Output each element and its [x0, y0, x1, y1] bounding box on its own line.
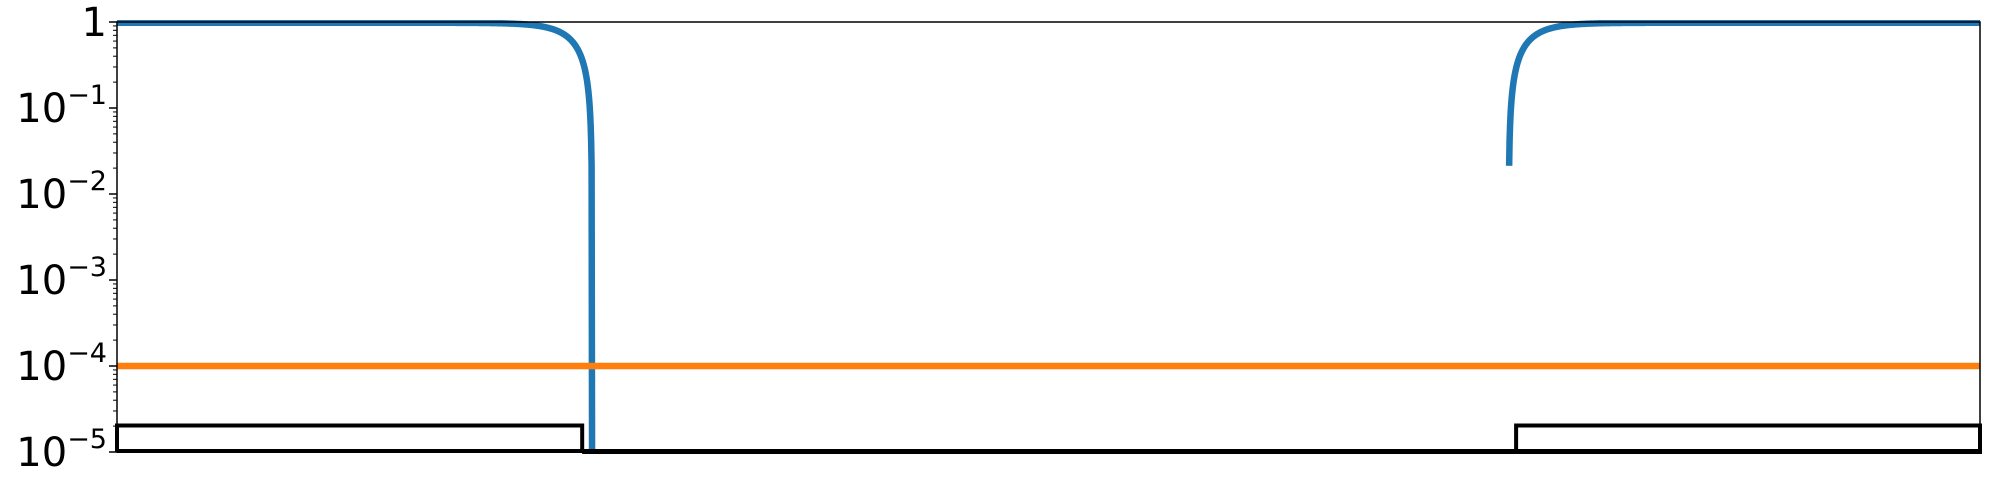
plot-frame [116, 21, 1981, 453]
y-tick-label: 10−2 [16, 166, 107, 218]
y-tick-label: 10−1 [16, 80, 107, 132]
plot-background [117, 22, 1980, 452]
y-tick-label: 10−5 [16, 424, 107, 476]
y-tick-label: 10−3 [16, 252, 107, 304]
y-tick-label: 1 [82, 0, 107, 46]
y-tick-label: 10−4 [16, 338, 107, 390]
y-tick-labels: 1 10−1 10−2 10−3 10−4 10−5 [16, 0, 107, 476]
y-major-ticks [109, 21, 117, 453]
